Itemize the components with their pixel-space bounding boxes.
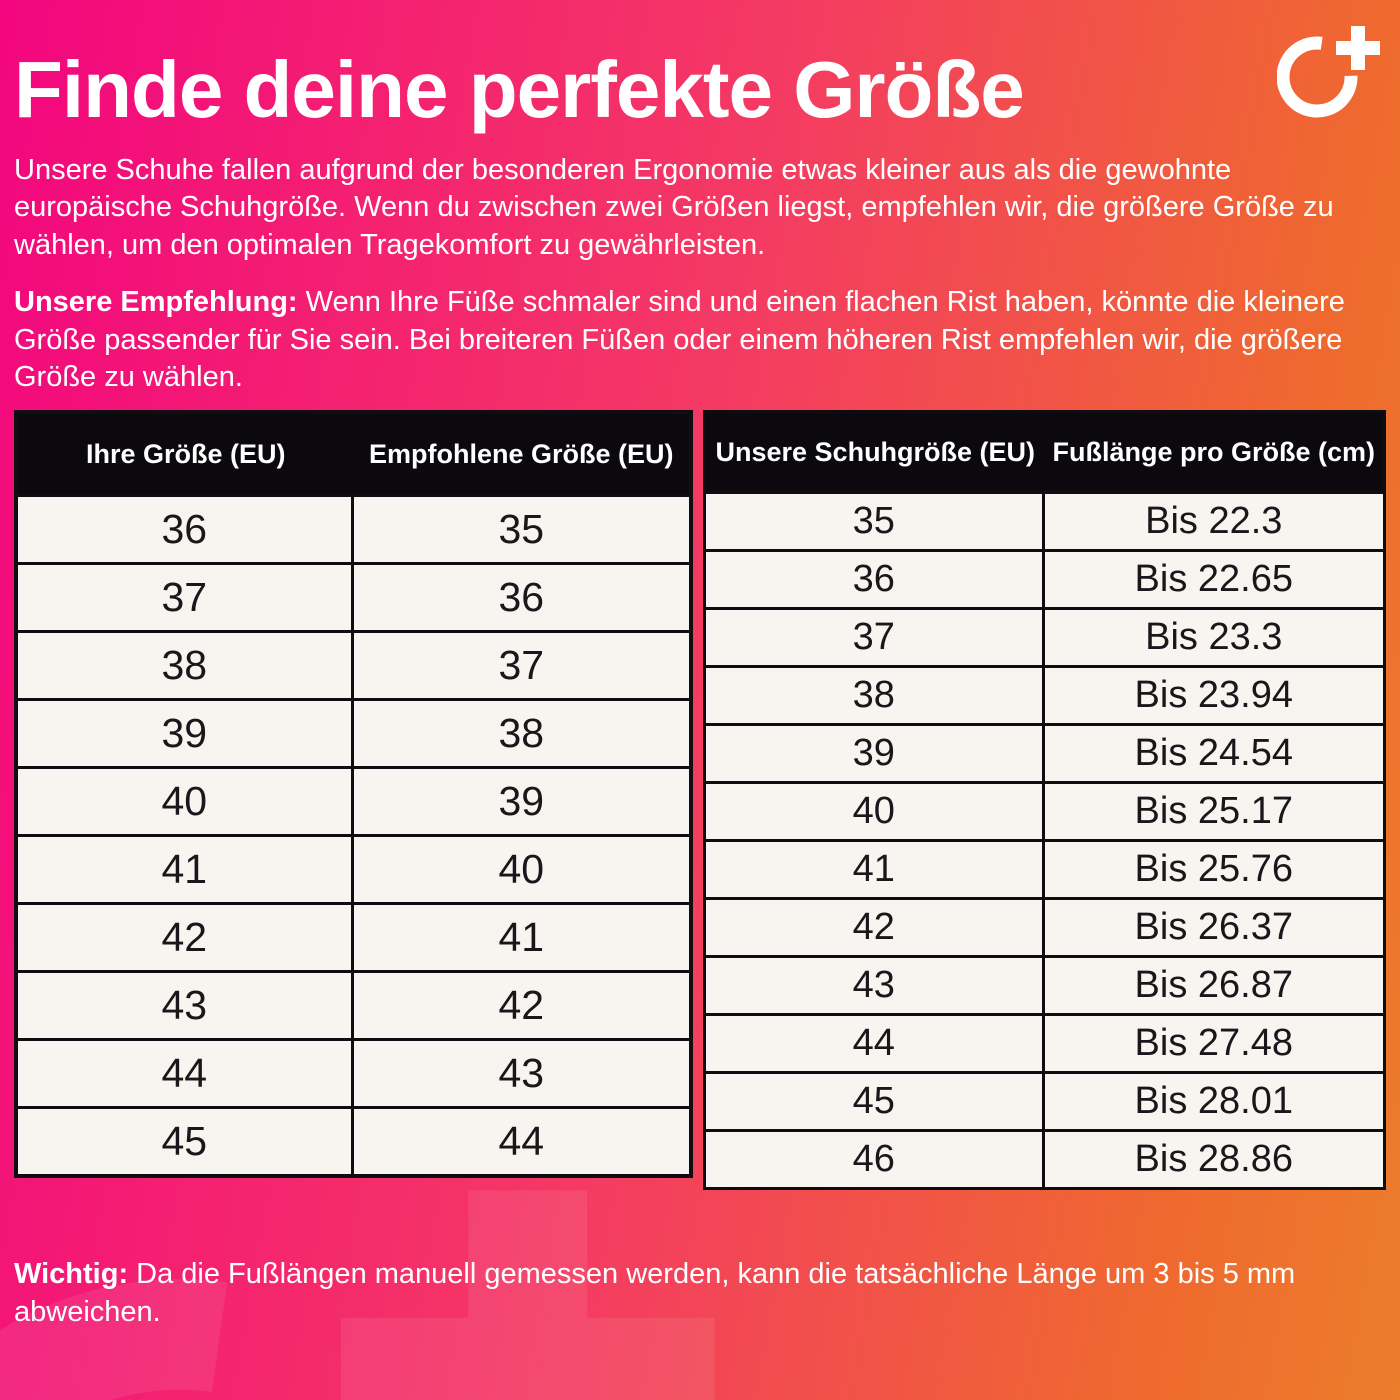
foot-length-cell: Bis 22.65 [1134, 558, 1293, 601]
shoe-size-cell: 43 [706, 958, 1045, 1014]
column-header-shoe-size: Unsere Schuhgröße (EU) [715, 436, 1036, 467]
column-header-foot-length: Fußlänge pro Größe (cm) [1052, 436, 1376, 467]
shoe-size-cell: 41 [706, 842, 1045, 898]
foot-length-cell: Bis 22.3 [1145, 500, 1283, 543]
your-size-cell: 37 [18, 565, 354, 631]
table-row: 41 40 [18, 834, 690, 903]
your-size-cell: 40 [18, 769, 354, 835]
recommended-size-cell: 39 [498, 778, 545, 825]
recommendation-paragraph: Unsere Empfehlung: Wenn Ihre Füße schmal… [14, 284, 1386, 396]
recommended-size-cell: 38 [498, 710, 545, 757]
recommended-size-cell: 43 [498, 1050, 545, 1097]
your-size-cell: 38 [18, 633, 354, 699]
important-note: Wichtig: Da die Fußlängen manuell gemess… [14, 1256, 1386, 1331]
shoe-size-cell: 40 [706, 784, 1045, 840]
table-row: 39 38 [18, 698, 690, 767]
table-row: 42 Bis 26.37 [706, 897, 1383, 956]
shoe-size-cell: 42 [706, 900, 1045, 956]
foot-length-cell: Bis 23.94 [1134, 674, 1293, 717]
table-row: 43 Bis 26.87 [706, 955, 1383, 1014]
table-row: 44 Bis 27.48 [706, 1013, 1383, 1072]
table-row: 39 Bis 24.54 [706, 723, 1383, 782]
recommended-size-cell: 35 [498, 506, 545, 553]
shoe-size-cell: 37 [706, 610, 1045, 666]
recommendation-label: Unsere Empfehlung: [14, 286, 298, 319]
foot-length-cell: Bis 28.01 [1134, 1080, 1293, 1123]
size-recommendation-table-body: 36 35 37 36 38 37 [18, 494, 690, 1175]
foot-length-cell: Bis 25.76 [1134, 848, 1293, 891]
table-row: 36 35 [18, 494, 690, 563]
shoe-size-cell: 35 [706, 494, 1045, 550]
foot-length-table-body: 35 Bis 22.3 36 Bis 22.65 37 Bis 23.3 [706, 491, 1383, 1188]
your-size-cell: 39 [18, 701, 354, 767]
foot-length-table: Unsere Schuhgröße (EU) Fußlänge pro Größ… [703, 410, 1386, 1191]
your-size-cell: 42 [18, 905, 354, 971]
recommended-size-cell: 40 [498, 846, 545, 893]
circle-plus-logo-icon [1277, 26, 1380, 118]
important-note-text: Da die Fußlängen manuell gemessen werden… [14, 1258, 1296, 1328]
recommended-size-cell: 44 [498, 1118, 545, 1165]
column-header-your-size: Ihre Größe (EU) [85, 438, 286, 469]
table-row: 44 43 [18, 1038, 690, 1107]
intro-paragraph: Unsere Schuhe fallen aufgrund der besond… [14, 154, 1334, 261]
your-size-cell: 45 [18, 1109, 354, 1175]
size-tables: Ihre Größe (EU) Empfohlene Größe (EU) 36… [14, 410, 1386, 1191]
shoe-size-cell: 38 [706, 668, 1045, 724]
size-recommendation-table: Ihre Größe (EU) Empfohlene Größe (EU) 36… [14, 410, 694, 1179]
foot-length-cell: Bis 26.87 [1134, 964, 1293, 1007]
shoe-size-cell: 44 [706, 1016, 1045, 1072]
your-size-cell: 44 [18, 1041, 354, 1107]
table-row: 37 36 [18, 562, 690, 631]
important-note-label: Wichtig: [14, 1258, 129, 1291]
shoe-size-cell: 39 [706, 726, 1045, 782]
foot-length-table-header: Unsere Schuhgröße (EU) Fußlänge pro Größ… [706, 413, 1383, 492]
recommendation-text: Wenn Ihre Füße schmaler sind und einen f… [14, 286, 1345, 394]
table-row: 41 Bis 25.76 [706, 839, 1383, 898]
table-row: 46 Bis 28.86 [706, 1129, 1383, 1188]
shoe-size-cell: 36 [706, 552, 1045, 608]
page-title: Finde deine perfekte Größe [14, 45, 1025, 134]
foot-length-cell: Bis 26.37 [1134, 906, 1293, 949]
table-row: 38 37 [18, 630, 690, 699]
recommended-size-cell: 41 [498, 914, 545, 961]
shoe-size-cell: 46 [706, 1132, 1045, 1188]
table-row: 37 Bis 23.3 [706, 607, 1383, 666]
your-size-cell: 36 [18, 497, 354, 563]
shoe-size-cell: 45 [706, 1074, 1045, 1130]
table-row: 35 Bis 22.3 [706, 491, 1383, 550]
foot-length-cell: Bis 23.3 [1145, 616, 1283, 659]
foot-length-cell: Bis 25.17 [1134, 790, 1293, 833]
table-row: 42 41 [18, 902, 690, 971]
table-row: 40 Bis 25.17 [706, 781, 1383, 840]
foot-length-cell: Bis 28.86 [1134, 1138, 1293, 1181]
column-header-recommended-size: Empfohlene Größe (EU) [369, 438, 674, 469]
recommended-size-cell: 37 [498, 642, 545, 689]
table-row: 36 Bis 22.65 [706, 549, 1383, 608]
table-row: 40 39 [18, 766, 690, 835]
table-row: 45 44 [18, 1106, 690, 1175]
size-recommendation-table-header: Ihre Größe (EU) Empfohlene Größe (EU) [18, 414, 690, 495]
table-row: 43 42 [18, 970, 690, 1039]
recommended-size-cell: 36 [498, 574, 545, 621]
recommended-size-cell: 42 [498, 982, 545, 1029]
table-row: 45 Bis 28.01 [706, 1071, 1383, 1130]
foot-length-cell: Bis 27.48 [1134, 1022, 1293, 1065]
foot-length-cell: Bis 24.54 [1134, 732, 1293, 775]
your-size-cell: 43 [18, 973, 354, 1039]
your-size-cell: 41 [18, 837, 354, 903]
table-row: 38 Bis 23.94 [706, 665, 1383, 724]
